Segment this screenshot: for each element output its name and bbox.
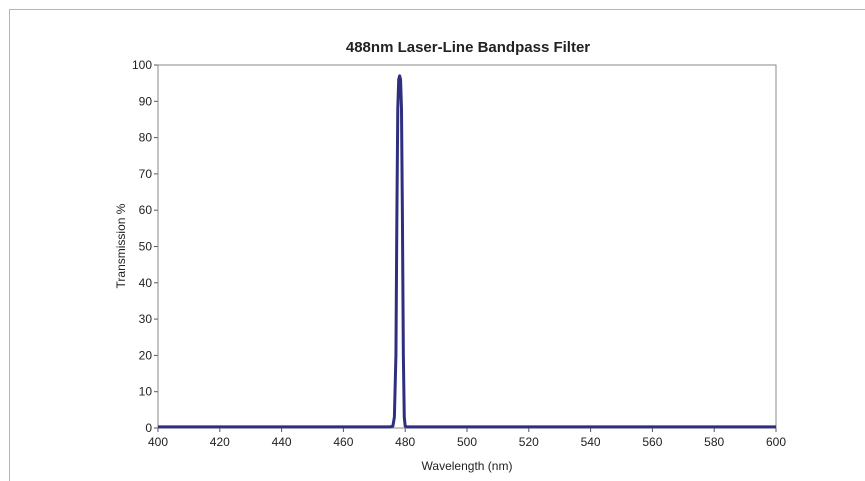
transmission-series-line <box>158 74 776 429</box>
x-tick-label: 400 <box>148 435 168 449</box>
y-tick-label: 100 <box>132 58 152 72</box>
x-axis-ticks: 400 420 440 460 480 500 520 540 560 580 600 <box>148 428 786 449</box>
y-tick-label: 60 <box>139 203 153 217</box>
y-tick-label: 80 <box>139 131 153 145</box>
chart-title: 488nm Laser-Line Bandpass Filter <box>346 39 590 56</box>
y-tick-label: 50 <box>139 240 153 254</box>
plot-area-border <box>157 64 777 429</box>
chart-frame <box>9 9 865 481</box>
x-tick-label: 520 <box>519 435 539 449</box>
x-tick-label: 460 <box>333 435 353 449</box>
x-tick-label: 560 <box>642 435 662 449</box>
y-tick-label: 90 <box>139 94 153 108</box>
y-tick-label: 30 <box>139 312 153 326</box>
y-tick-label: 10 <box>139 385 153 399</box>
x-tick-label: 420 <box>210 435 230 449</box>
x-tick-label: 480 <box>395 435 415 449</box>
y-tick-label: 20 <box>139 348 153 362</box>
y-axis-ticks: 0 10 20 30 40 50 60 70 80 90 100 <box>132 58 158 435</box>
x-tick-label: 600 <box>766 435 786 449</box>
x-tick-label: 580 <box>704 435 724 449</box>
x-tick-label: 440 <box>272 435 292 449</box>
y-axis-label: Transmission % <box>114 203 128 288</box>
x-tick-label: 500 <box>457 435 477 449</box>
x-tick-label: 540 <box>581 435 601 449</box>
x-axis-label: Wavelength (nm) <box>422 459 513 473</box>
y-tick-label: 40 <box>139 276 153 290</box>
y-tick-label: 0 <box>145 421 152 435</box>
y-tick-label: 70 <box>139 167 153 181</box>
